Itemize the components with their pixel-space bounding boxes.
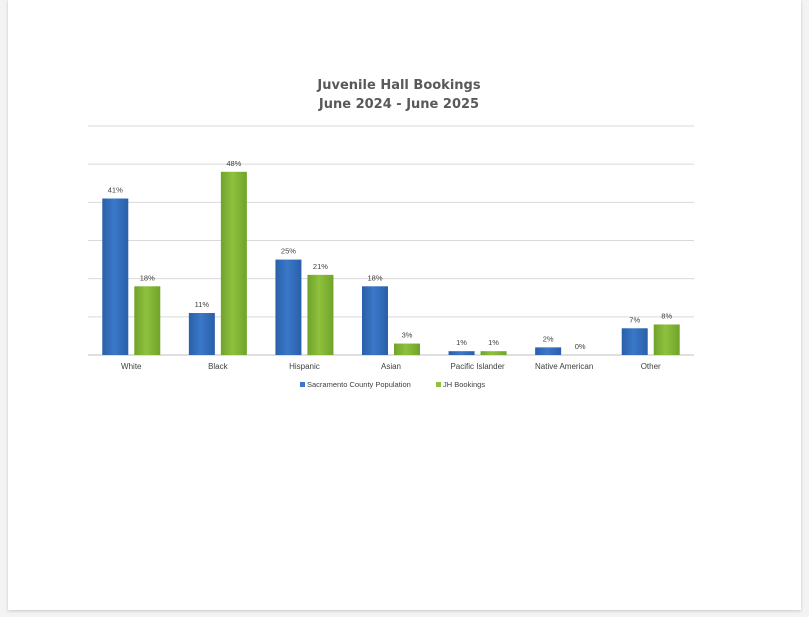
category-label: White [121, 362, 142, 371]
chart-card: Juvenile Hall Bookings June 2024 - June … [8, 0, 801, 610]
bar-population [535, 347, 562, 355]
bar-population [188, 313, 215, 355]
data-label: 1% [488, 338, 499, 347]
data-label: 41% [108, 186, 123, 195]
bar-population [102, 198, 129, 355]
bar-bookings [480, 351, 507, 355]
data-label: 8% [661, 311, 672, 320]
chart-title: Juvenile Hall Bookings June 2024 - June … [8, 76, 790, 114]
bar-population [621, 328, 648, 355]
category-label: Other [641, 362, 661, 371]
bar-bookings [653, 324, 680, 355]
chart-title-line2: June 2024 - June 2025 [318, 97, 480, 112]
data-label: 2% [543, 334, 554, 343]
data-label: 21% [313, 262, 328, 271]
data-label: 11% [195, 300, 210, 309]
bar-bookings [307, 274, 334, 355]
category-label: Hispanic [289, 362, 320, 371]
category-label: Pacific Islander [450, 362, 505, 371]
data-label: 0% [575, 342, 586, 351]
category-label: Asian [381, 362, 401, 371]
bar-population [275, 259, 302, 355]
bar-bookings [394, 343, 420, 355]
bar-chart: 41% 18% White 11% 48% Black 25% 21% Hispanic 18% 3… [88, 125, 694, 389]
bar-population [362, 286, 388, 355]
data-label: 1% [456, 338, 467, 347]
legend-swatch-population [300, 382, 305, 387]
category-label: Black [208, 362, 229, 371]
data-label: 25% [281, 247, 296, 256]
bar-bookings [220, 171, 247, 355]
data-label: 18% [140, 273, 155, 282]
legend-swatch-bookings [436, 382, 441, 387]
data-label: 7% [629, 315, 640, 324]
legend-label: Sacramento County Population [307, 380, 411, 389]
data-label: 3% [402, 331, 413, 340]
data-label: 18% [367, 273, 382, 282]
bar-population [448, 351, 475, 355]
chart-title-line1: Juvenile Hall Bookings [317, 78, 481, 93]
bar-bookings [134, 286, 161, 355]
category-label: Native American [535, 362, 593, 371]
legend-label: JH Bookings [443, 380, 485, 389]
data-label: 48% [226, 159, 241, 168]
